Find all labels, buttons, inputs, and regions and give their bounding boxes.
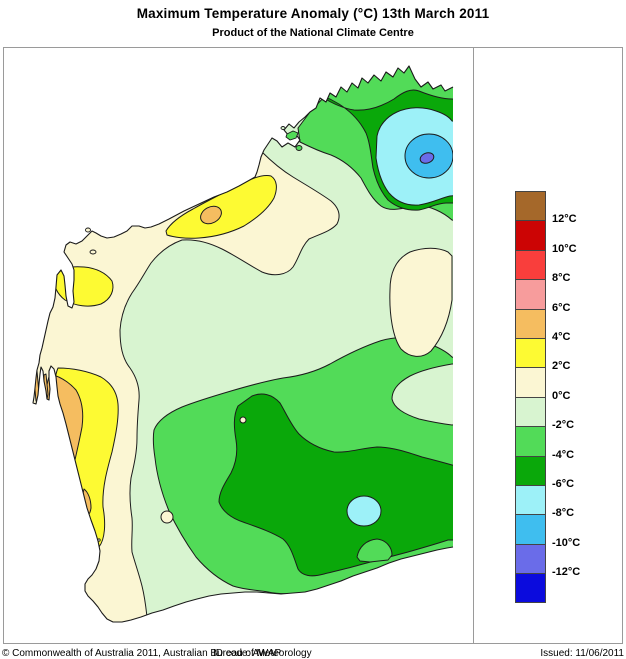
page-title: Maximum Temperature Anomaly (°C) 13th Ma…: [136, 6, 490, 21]
legend-swatch: [516, 485, 545, 516]
footer-id-code: ID code: AWAP: [213, 648, 282, 659]
legend-swatch: [516, 397, 545, 428]
legend-label: 8°C: [552, 272, 571, 285]
panel-divider: [473, 47, 474, 644]
legend-label: 10°C: [552, 242, 577, 255]
region-south-medium-notch: [356, 538, 393, 563]
legend-swatch: [516, 250, 545, 281]
legend-label: 0°C: [552, 389, 571, 402]
island-rottnest: [97, 538, 101, 542]
island-kimberley-2: [295, 145, 303, 151]
island-kimberley-1: [285, 130, 299, 141]
legend-swatch: [516, 368, 545, 398]
island-kimberley-3: [280, 126, 286, 130]
island-dampier: [85, 227, 91, 233]
legend-label: -4°C: [552, 448, 575, 461]
region-cream-hole: [160, 510, 174, 524]
region-southeast-light-cyan: [346, 495, 382, 527]
legend-color-scale: [515, 191, 546, 604]
map-pane: http://www.bom.gov.au: [3, 47, 473, 644]
legend-swatch: [516, 515, 545, 545]
legend-swatch: [516, 221, 545, 251]
region-pilbara-orange: [200, 205, 222, 225]
legend-swatch: [516, 544, 545, 575]
wa-coastline: [32, 65, 454, 623]
region-small-dot: [239, 416, 247, 424]
legend-swatch: [516, 574, 545, 603]
legend-swatch: [516, 309, 545, 339]
legend-label: -2°C: [552, 419, 575, 432]
legend-label: -10°C: [552, 536, 581, 549]
footer-copyright: © Commonwealth of Australia 2011, Austra…: [2, 648, 312, 659]
legend-label: 4°C: [552, 331, 571, 343]
legend-label: -6°C: [552, 478, 575, 490]
region-kimberley-periwinkle: [419, 152, 435, 164]
region-central-dark-green: [218, 393, 453, 577]
region-west-coast-orange: [45, 373, 84, 516]
legend-label: 2°C: [552, 360, 571, 373]
legend-swatch: [516, 427, 545, 457]
legend-swatch: [516, 456, 545, 486]
legend-label: -12°C: [552, 566, 581, 579]
legend-swatch: [516, 338, 545, 369]
legend-panel: 12°C 10°C 8°C 6°C 4°C 2°C 0°C -2°C -4°C -6°C -8°C -…: [474, 47, 623, 644]
legend-label: 6°C: [552, 301, 571, 314]
region-east-cream-blob: [389, 247, 453, 357]
wa-anomaly-map: [32, 65, 454, 623]
legend-label: 12°C: [552, 213, 577, 226]
footer-issued-date: Issued: 11/06/2011: [540, 648, 624, 659]
legend-swatch: [516, 280, 545, 310]
region-east-light-green-wedge: [391, 363, 453, 426]
legend-label: -8°C: [552, 507, 575, 520]
island-barrow: [89, 249, 97, 255]
legend-swatch: [516, 192, 545, 222]
page-subtitle: Product of the National Climate Centre: [212, 27, 414, 39]
region-pilbara-yellow: [165, 175, 277, 239]
